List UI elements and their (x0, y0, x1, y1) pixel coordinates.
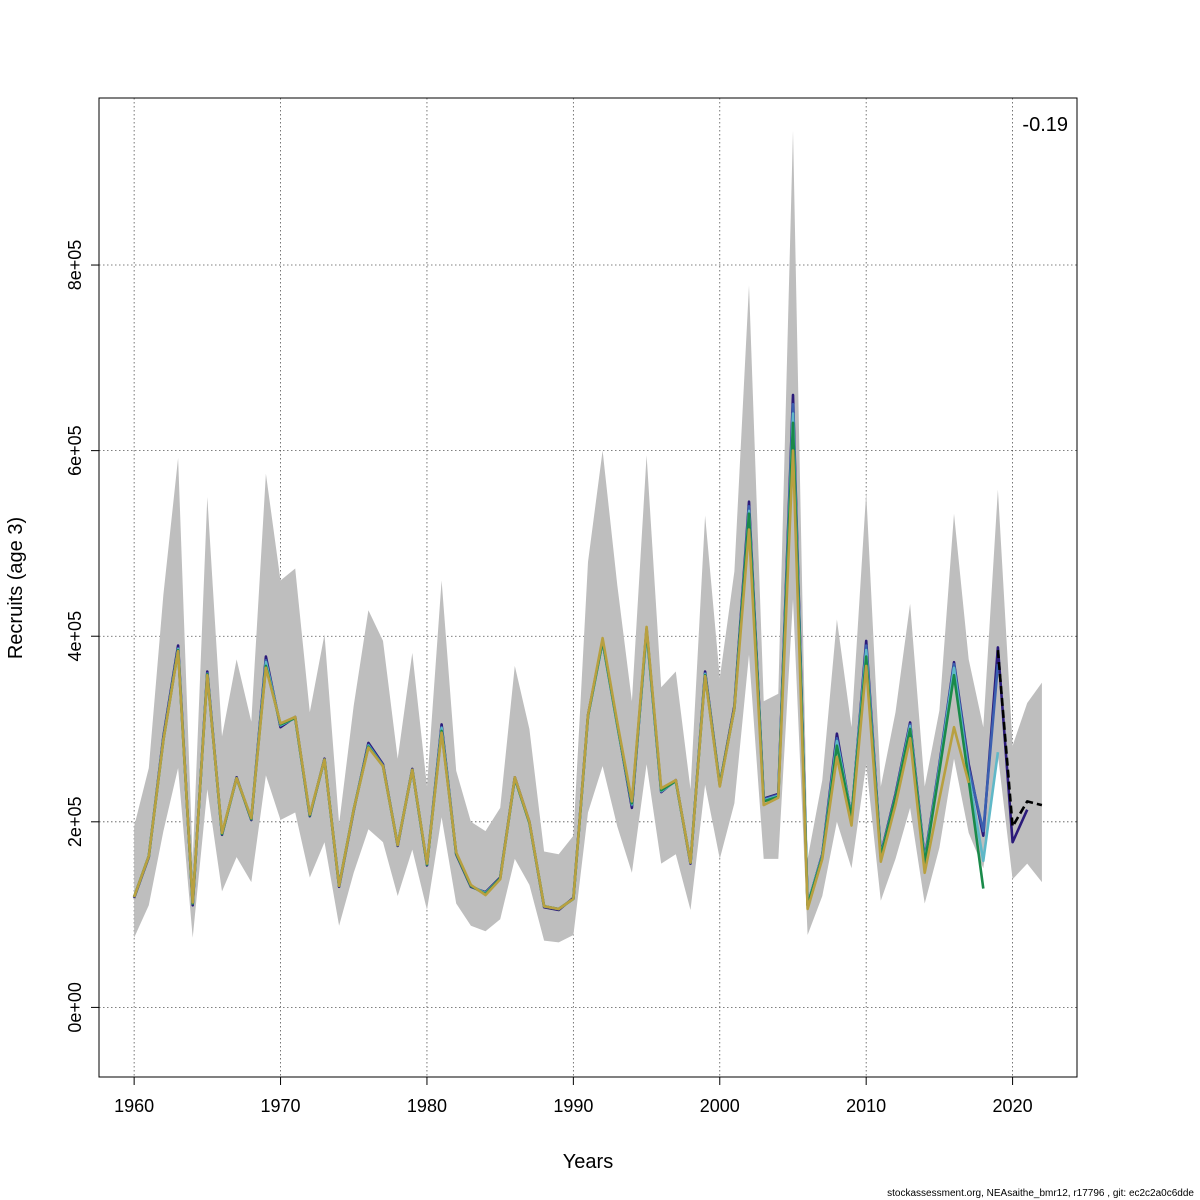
x-tick-label: 1960 (114, 1096, 154, 1116)
footer-credit: stockassessment.org, NEAsaithe_bmr12, r1… (887, 1188, 1194, 1199)
correlation-annotation: -0.19 (1022, 114, 1068, 136)
y-tick-label: 4e+05 (65, 611, 85, 662)
x-tick-label: 2020 (993, 1096, 1033, 1116)
y-tick-label: 8e+05 (65, 240, 85, 291)
series-line-4 (132, 449, 970, 911)
series-line-5 (996, 649, 1043, 828)
x-tick-label: 2010 (846, 1096, 886, 1116)
x-tick-label: 2000 (700, 1096, 740, 1116)
x-axis: 1960 1970 1980 1990 2000 2010 2020 (114, 1076, 1033, 1116)
confidence-band (134, 130, 1042, 943)
x-tick-label: 1970 (261, 1096, 301, 1116)
confidence-band-area (134, 130, 1042, 943)
y-tick-label: 6e+05 (65, 425, 85, 476)
x-axis-title: Years (563, 1151, 613, 1173)
y-tick-label: 2e+05 (65, 797, 85, 848)
x-tick-label: 1990 (553, 1096, 593, 1116)
series-lines (132, 393, 1043, 912)
x-tick-label: 1980 (407, 1096, 447, 1116)
y-axis: 0e+00 2e+05 4e+05 6e+05 8e+05 (65, 240, 100, 1033)
y-axis-title: Recruits (age 3) (5, 517, 27, 659)
y-tick-label: 0e+00 (65, 982, 85, 1033)
